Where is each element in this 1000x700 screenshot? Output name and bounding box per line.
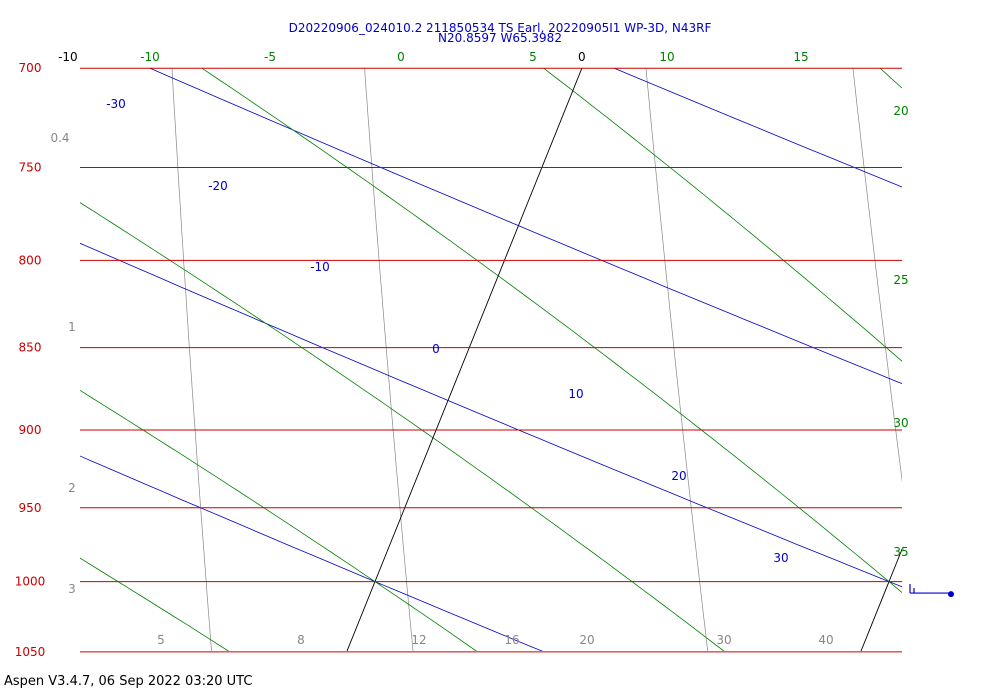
dry-adiabat-label: -10 [310, 260, 330, 274]
isotherm-label: -10 [58, 50, 78, 64]
temperature-tick-label: 30 [716, 633, 731, 647]
moist-adiabat-label: 0 [397, 50, 405, 64]
temperature-tick-label: 12 [411, 633, 426, 647]
wind-barb-station [948, 591, 954, 598]
temperature-tick-label: 8 [297, 633, 305, 647]
chart-title: D20220906_024010.2 211850534 TS Earl, 20… [288, 21, 712, 35]
pressure-tick-label: 1050 [15, 645, 46, 659]
dry-adiabat-label: -20 [208, 179, 228, 193]
moist-adiabat-label: 10 [659, 50, 674, 64]
moist-adiabat-line [0, 48, 4, 666]
isotherm-label: 0 [578, 50, 586, 64]
dry-adiabat-label: -30 [106, 97, 126, 111]
dry-adiabat-line [80, 455, 543, 651]
pressure-tick-label: 700 [19, 61, 42, 75]
temperature-tick-label: 5 [157, 633, 165, 647]
moist-adiabat-label: 5 [529, 50, 537, 64]
mixing-ratio-label: 1 [68, 320, 76, 334]
dry-adiabat-line [612, 68, 902, 188]
moist-adiabat-label: 15 [793, 50, 808, 64]
pressure-tick-label: 850 [19, 341, 42, 355]
dry-adiabat-line [0, 48, 54, 666]
moist-adiabat-label: 30 [893, 416, 908, 430]
temperature-tick-label: 20 [579, 633, 594, 647]
mixing-ratio-label: 3 [68, 582, 76, 596]
chart-subtitle: N20.8597 W65.3982 [438, 31, 562, 45]
moist-adiabat-line [80, 557, 230, 651]
isotherm-line [860, 548, 902, 651]
moist-adiabat-line [80, 202, 725, 651]
mixing-ratio-line [364, 68, 414, 651]
temperature-tick-label: 16 [504, 633, 519, 647]
moist-adiabat-line [200, 68, 902, 593]
mixing-ratio-line [645, 68, 709, 651]
pressure-tick-label: 950 [19, 501, 42, 515]
pressure-tick-label: 750 [19, 161, 42, 175]
mixing-ratio-label: 2 [68, 481, 76, 495]
dry-adiabat-line [148, 68, 902, 385]
dry-adiabat-label: 20 [671, 469, 686, 483]
isotherm-line [0, 68, 68, 652]
dry-adiabat-label: 10 [568, 387, 583, 401]
mixing-ratio-line [852, 68, 902, 483]
temperature-tick-label: 40 [818, 633, 833, 647]
moist-adiabat-label: 20 [893, 104, 908, 118]
moist-adiabat-line [542, 68, 902, 362]
moist-adiabat-label: 35 [893, 545, 908, 559]
pressure-tick-label: 900 [19, 423, 42, 437]
mixing-ratio-line [171, 68, 212, 651]
dry-adiabat-label: 30 [773, 551, 788, 565]
dry-adiabat-label: 0 [432, 342, 440, 356]
dry-adiabat-line [80, 242, 902, 588]
footer-version: Aspen V3.4.7, 06 Sep 2022 03:20 UTC [4, 674, 253, 689]
moist-adiabat-label: 25 [893, 273, 908, 287]
moist-adiabat-line [80, 389, 478, 651]
isotherm-line [346, 68, 583, 651]
mixing-ratio-label: 0.4 [50, 131, 69, 145]
moist-adiabat-label: -5 [264, 50, 276, 64]
pressure-tick-label: 800 [19, 253, 42, 267]
moist-adiabat-label: -10 [140, 50, 160, 64]
pressure-tick-label: 1000 [15, 575, 46, 589]
